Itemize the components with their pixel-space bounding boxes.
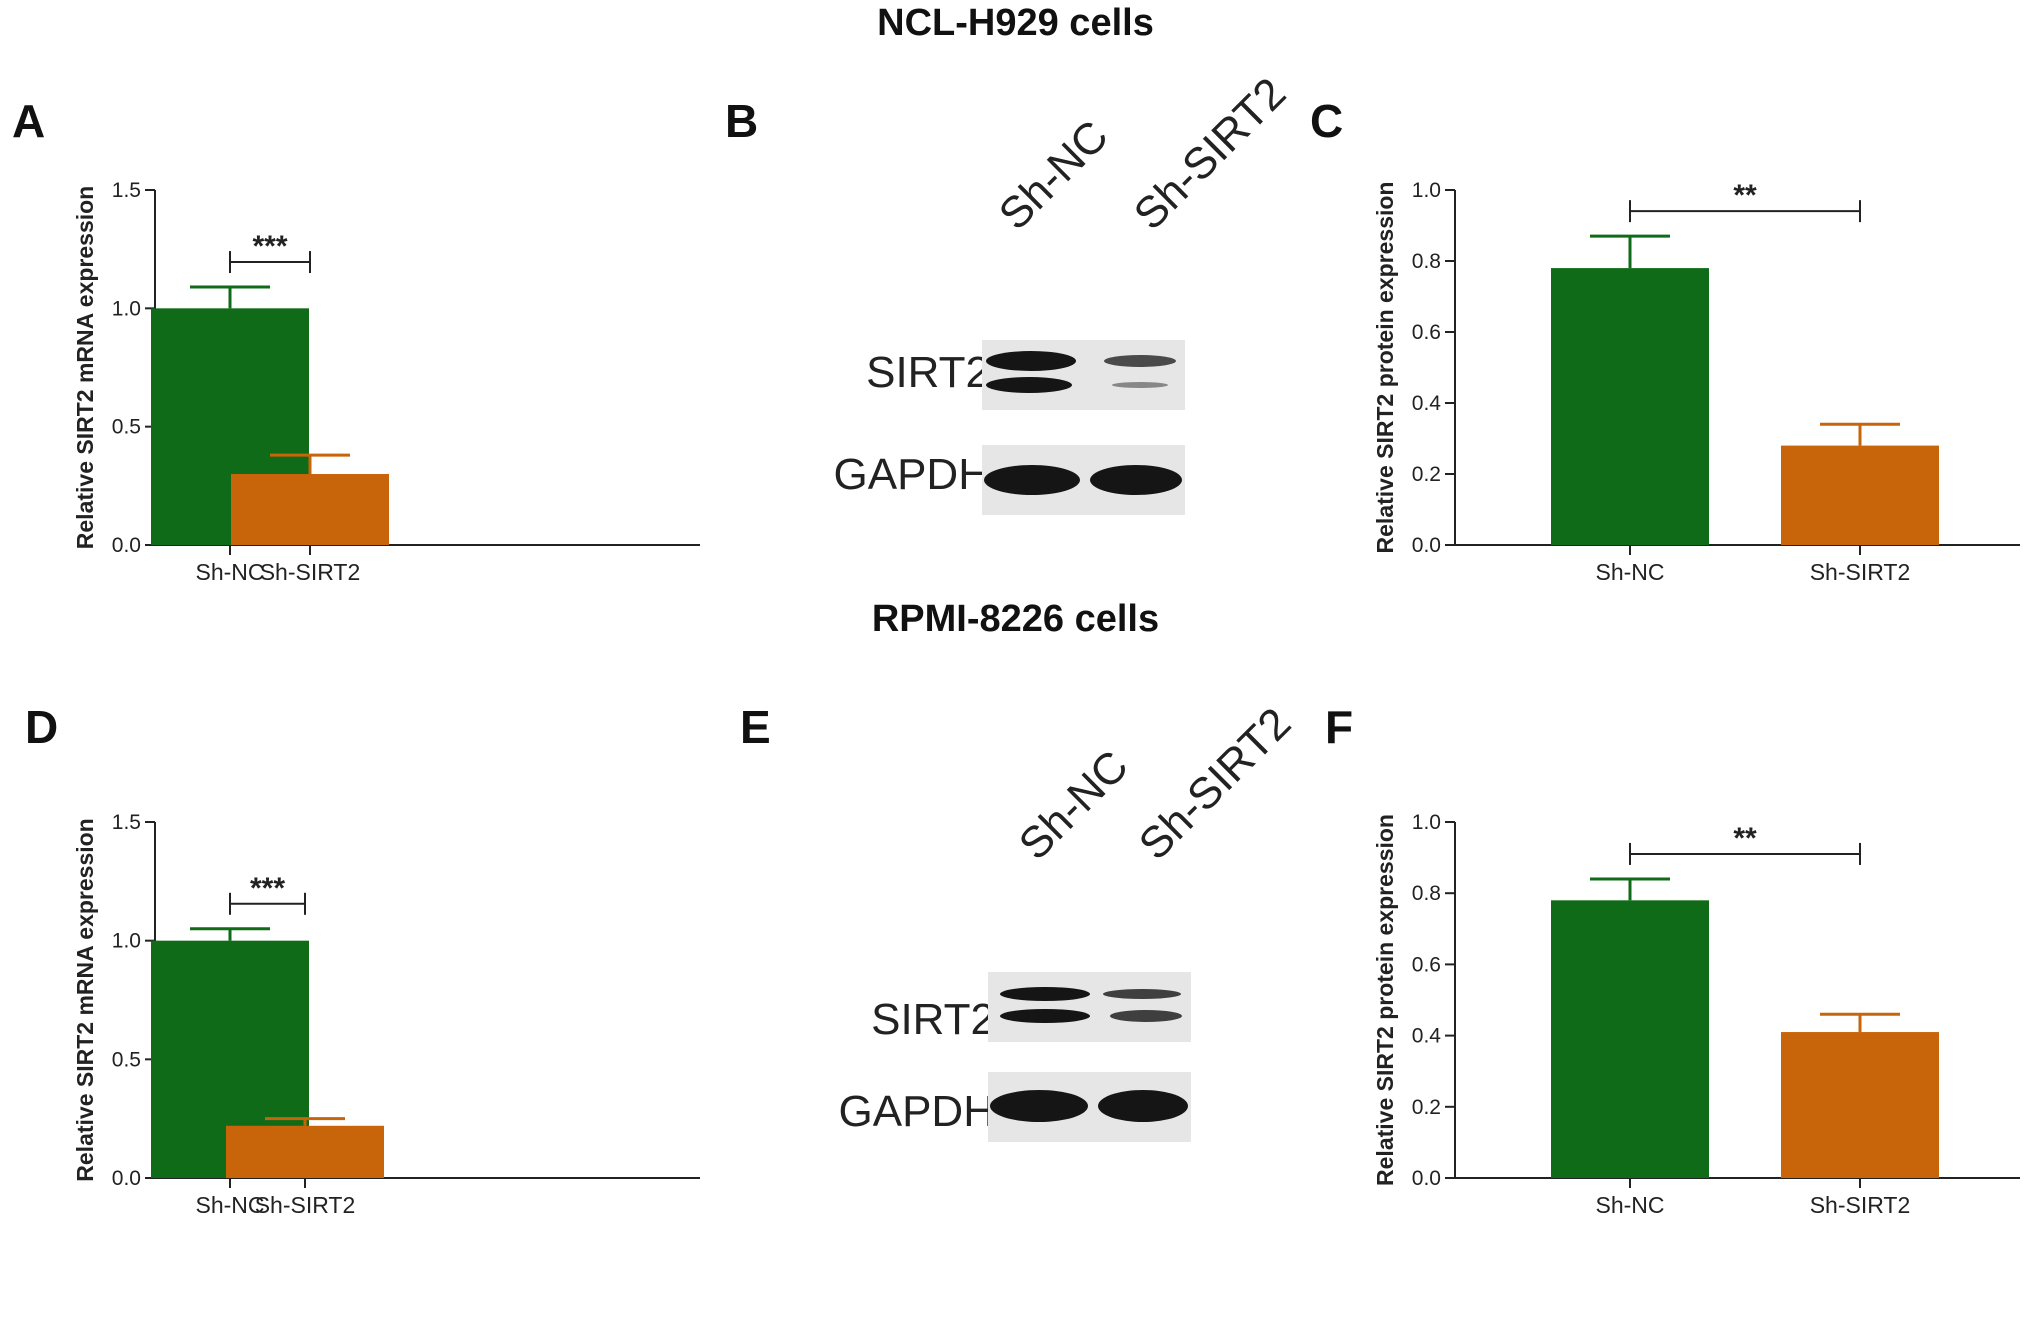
band-sirt2-sh-sirt2-lower bbox=[1110, 1010, 1182, 1022]
band-gapdh-sh-sirt2 bbox=[1090, 465, 1182, 495]
panel-letter-f: F bbox=[1325, 701, 1354, 753]
y-tick-label: 1.5 bbox=[112, 179, 141, 202]
chart-d-mrna-rpmi-8226: 0.0 0.5 1.0 1.5 Relative SIRT2 mRNA expressi… bbox=[72, 811, 700, 1218]
y-tick-label: 0.5 bbox=[112, 1048, 141, 1071]
chart-c-protein-ncl-h929: 0.0 0.2 0.4 0.6 0.8 1.0 Relative SIRT2 protein… bbox=[1372, 179, 2020, 585]
y-tick-label: 0.4 bbox=[1412, 1025, 1442, 1048]
y-tick-label: 1.5 bbox=[112, 811, 141, 834]
band-sirt2-sh-nc-upper bbox=[1000, 987, 1090, 1001]
panel-letter-c: C bbox=[1310, 95, 1344, 147]
y-axis-label: Relative SIRT2 protein expression bbox=[1372, 814, 1398, 1186]
x-tick-label: Sh-SIRT2 bbox=[260, 559, 361, 585]
band-sirt2-sh-sirt2-lower bbox=[1112, 382, 1168, 388]
band-gapdh-sh-sirt2 bbox=[1098, 1090, 1188, 1122]
bar-sh-sirt2 bbox=[1781, 1032, 1939, 1178]
panel-letter-b: B bbox=[725, 95, 759, 147]
y-tick-label: 0.8 bbox=[1412, 250, 1441, 273]
y-tick-label: 1.0 bbox=[112, 297, 141, 320]
bar-sh-nc bbox=[1551, 268, 1709, 545]
y-axis-label: Relative SIRT2 protein expression bbox=[1372, 182, 1398, 554]
row-label-gapdh: GAPDH bbox=[833, 450, 990, 499]
band-sirt2-sh-nc-lower bbox=[986, 377, 1072, 393]
band-sirt2-sh-nc-upper bbox=[986, 351, 1076, 371]
blot-row-sirt2 bbox=[982, 340, 1185, 410]
y-tick-label: 0.0 bbox=[1412, 534, 1441, 557]
y-tick-label: 1.0 bbox=[112, 930, 141, 953]
significance-label: *** bbox=[252, 230, 287, 263]
western-blot-b: Sh-NC Sh-SIRT2 SIRT2 GAPDH bbox=[760, 69, 1540, 710]
x-tick-label: Sh-NC bbox=[1595, 559, 1664, 585]
band-gapdh-sh-nc bbox=[990, 1090, 1088, 1122]
panel-letter-e: E bbox=[740, 701, 771, 753]
y-tick-label: 0.2 bbox=[1412, 1096, 1441, 1119]
significance-label: *** bbox=[250, 872, 285, 905]
blot-row-gapdh bbox=[988, 1072, 1191, 1142]
y-tick-label: 0.4 bbox=[1412, 392, 1442, 415]
row-label-sirt2: SIRT2 bbox=[866, 348, 990, 397]
x-tick-label: Sh-SIRT2 bbox=[1810, 559, 1911, 585]
x-tick-label: Sh-NC bbox=[195, 559, 264, 585]
bar-sh-nc bbox=[1551, 900, 1709, 1178]
y-tick-label: 0.5 bbox=[112, 416, 141, 439]
band-sirt2-sh-sirt2-upper bbox=[1103, 989, 1181, 999]
y-tick-label: 1.0 bbox=[1412, 179, 1441, 202]
y-tick-label: 0.0 bbox=[1412, 1167, 1441, 1190]
chart-a-mrna-ncl-h929: 0.0 0.5 1.0 1.5 Relative SIRT2 mRNA expressi… bbox=[72, 179, 700, 585]
y-tick-label: 0.0 bbox=[112, 1167, 141, 1190]
band-sirt2-sh-nc-lower bbox=[1000, 1009, 1090, 1023]
section-title-ncl-h929: NCL-H929 cells bbox=[877, 2, 1154, 44]
blot-row-gapdh bbox=[982, 445, 1185, 515]
significance-label: ** bbox=[1733, 179, 1757, 212]
bar-sh-sirt2 bbox=[1781, 445, 1939, 545]
chart-f-protein-rpmi-8226: 0.0 0.2 0.4 0.6 0.8 1.0 Relative SIRT2 protein… bbox=[1372, 811, 2020, 1218]
y-axis-label: Relative SIRT2 mRNA expression bbox=[72, 186, 98, 549]
panel-letter-a: A bbox=[12, 95, 46, 147]
y-tick-label: 0.6 bbox=[1412, 321, 1441, 344]
western-blot-e: Sh-NC Sh-SIRT2 SIRT2 GAPDH bbox=[765, 699, 1545, 1340]
x-tick-label: Sh-SIRT2 bbox=[255, 1192, 356, 1218]
band-sirt2-sh-sirt2-upper bbox=[1104, 355, 1176, 367]
panel-letter-d: D bbox=[25, 701, 59, 753]
bar-sh-sirt2 bbox=[226, 1125, 384, 1178]
y-tick-label: 0.6 bbox=[1412, 953, 1441, 976]
y-tick-label: 0.8 bbox=[1412, 882, 1441, 905]
blot-row-sirt2 bbox=[988, 972, 1191, 1042]
bar-sh-sirt2 bbox=[231, 474, 389, 545]
x-tick-label: Sh-NC bbox=[1595, 1192, 1664, 1218]
x-tick-label: Sh-SIRT2 bbox=[1810, 1192, 1911, 1218]
row-label-sirt2: SIRT2 bbox=[871, 995, 995, 1044]
significance-label: ** bbox=[1733, 822, 1757, 855]
y-tick-label: 0.2 bbox=[1412, 463, 1441, 486]
row-label-gapdh: GAPDH bbox=[838, 1087, 995, 1136]
section-title-rpmi-8226: RPMI-8226 cells bbox=[871, 598, 1160, 640]
y-tick-label: 0.0 bbox=[112, 534, 141, 557]
x-tick-label: Sh-NC bbox=[195, 1192, 264, 1218]
y-tick-label: 1.0 bbox=[1412, 811, 1441, 834]
band-gapdh-sh-nc bbox=[984, 465, 1080, 495]
y-axis-label: Relative SIRT2 mRNA expression bbox=[72, 818, 98, 1181]
